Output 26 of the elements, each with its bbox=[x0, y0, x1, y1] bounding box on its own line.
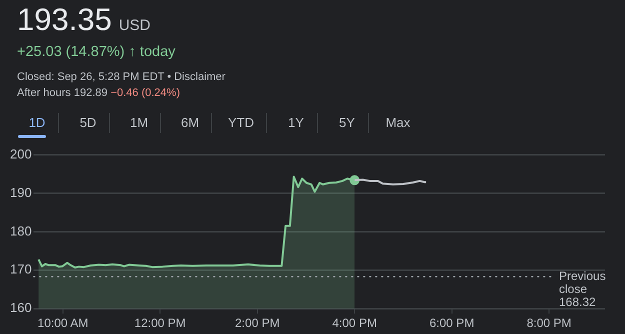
text: 1Y bbox=[287, 115, 305, 130]
y-tick-label: 190 bbox=[10, 184, 32, 200]
text: +25.03 (14.87%) ↑ today bbox=[17, 44, 176, 60]
text: Closed: Sep 26, 5:28 PM EDT • Disclaimer bbox=[17, 71, 226, 83]
chart-subtitle: USD bbox=[118, 17, 150, 34]
text: 6M bbox=[180, 115, 200, 130]
text: 5Y bbox=[338, 115, 356, 130]
y-tick-label: 200 bbox=[10, 146, 32, 162]
text: After hours 192.89 bbox=[17, 87, 108, 99]
y-tick-label: 180 bbox=[10, 223, 32, 238]
y-tick-label: 170 bbox=[10, 262, 32, 277]
x-tick-label: 10:00 AM bbox=[38, 316, 88, 330]
text: Max bbox=[384, 115, 412, 130]
text: 1D bbox=[28, 115, 46, 130]
text: YTD bbox=[227, 115, 255, 130]
y-tick-label: 160 bbox=[10, 300, 32, 316]
x-tick-label: 4:00 PM bbox=[332, 316, 377, 330]
text: 1M bbox=[128, 115, 150, 130]
x-tick-label: 6:00 PM bbox=[429, 316, 474, 330]
x-tick-label: 2:00 PM bbox=[235, 316, 280, 330]
chart-title: 193.35 bbox=[17, 2, 112, 37]
ref-line-label: Previous close 168.32 bbox=[559, 268, 606, 309]
text: 5D bbox=[78, 115, 98, 130]
x-tick-label: 8:00 PM bbox=[526, 316, 572, 330]
x-tick-label: 12:00 PM bbox=[134, 316, 186, 330]
text: −0.46 (0.24%) bbox=[110, 87, 180, 99]
